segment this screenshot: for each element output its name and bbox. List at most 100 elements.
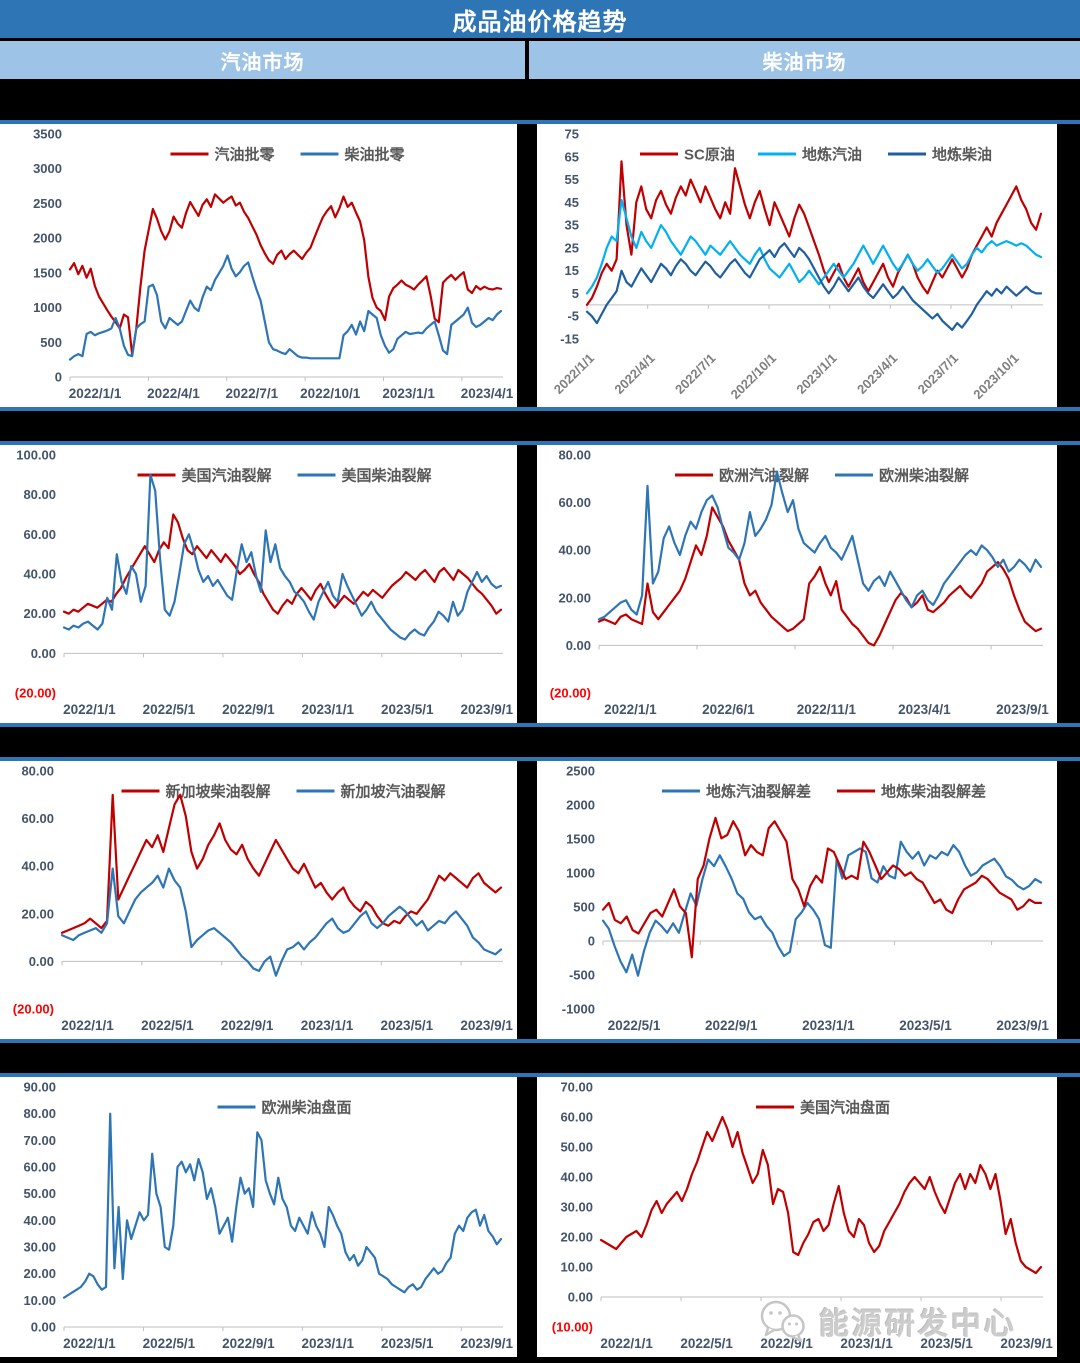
svg-text:10.00: 10.00 xyxy=(560,1260,593,1275)
svg-text:欧洲汽油裂解: 欧洲汽油裂解 xyxy=(719,467,809,485)
svg-text:2022/1/1: 2022/1/1 xyxy=(600,1336,653,1351)
svg-text:45: 45 xyxy=(565,195,579,210)
svg-text:地炼汽油: 地炼汽油 xyxy=(802,146,862,164)
svg-text:2023/9/1: 2023/9/1 xyxy=(460,1018,513,1033)
svg-text:0.00: 0.00 xyxy=(29,954,54,969)
svg-text:2022/1/1: 2022/1/1 xyxy=(551,351,597,397)
svg-text:2022/5/1: 2022/5/1 xyxy=(608,1018,661,1033)
svg-text:55: 55 xyxy=(565,172,579,187)
market-column-headers: 汽油市场 柴油市场 xyxy=(0,41,1080,79)
svg-text:2022/9/1: 2022/9/1 xyxy=(221,1018,274,1033)
svg-text:2023/4/1: 2023/4/1 xyxy=(898,702,951,717)
svg-text:0: 0 xyxy=(55,370,62,385)
svg-text:2022/4/1: 2022/4/1 xyxy=(147,386,200,401)
svg-text:2500: 2500 xyxy=(566,764,595,779)
svg-text:80.00: 80.00 xyxy=(23,487,56,502)
svg-text:-5: -5 xyxy=(567,309,579,324)
svg-text:65: 65 xyxy=(565,149,579,164)
svg-text:1000: 1000 xyxy=(33,300,62,315)
svg-text:25: 25 xyxy=(565,240,579,255)
svg-text:地炼柴油裂解差: 地炼柴油裂解差 xyxy=(881,783,986,801)
svg-text:2022/1/1: 2022/1/1 xyxy=(63,702,116,717)
svg-text:2022/1/1: 2022/1/1 xyxy=(69,386,122,401)
svg-text:20.00: 20.00 xyxy=(558,590,591,605)
svg-text:80.00: 80.00 xyxy=(23,1106,56,1121)
svg-text:2022/1/1: 2022/1/1 xyxy=(604,702,657,717)
svg-text:50.00: 50.00 xyxy=(23,1186,56,1201)
column-header-gasoline: 汽油市场 xyxy=(0,41,525,79)
svg-text:2022/7/1: 2022/7/1 xyxy=(226,386,279,401)
svg-text:(20.00): (20.00) xyxy=(15,686,56,701)
svg-text:2022/9/1: 2022/9/1 xyxy=(222,702,275,717)
svg-text:60.00: 60.00 xyxy=(23,527,56,542)
svg-text:2023/4/1: 2023/4/1 xyxy=(461,386,514,401)
svg-text:2023/1/1: 2023/1/1 xyxy=(302,1336,355,1351)
svg-text:-15: -15 xyxy=(560,332,579,347)
svg-text:2023/5/1: 2023/5/1 xyxy=(920,1336,973,1351)
svg-text:100.00: 100.00 xyxy=(16,448,56,463)
svg-text:2023/5/1: 2023/5/1 xyxy=(381,1336,434,1351)
svg-text:SC原油: SC原油 xyxy=(684,146,735,164)
svg-text:2022/5/1: 2022/5/1 xyxy=(143,702,196,717)
svg-text:60.00: 60.00 xyxy=(560,1110,593,1125)
svg-text:500: 500 xyxy=(40,335,62,350)
svg-text:20.00: 20.00 xyxy=(23,606,56,621)
svg-text:5: 5 xyxy=(572,286,579,301)
svg-text:80.00: 80.00 xyxy=(558,448,591,463)
svg-text:2022/5/1: 2022/5/1 xyxy=(141,1018,194,1033)
svg-text:-500: -500 xyxy=(569,968,595,983)
chart-gasoline-diesel-wholesale-retail-spread: 0 500 1000 1500 2000 2500 3000 3500 2022/1/1 2022… xyxy=(0,124,517,407)
svg-text:35: 35 xyxy=(565,218,579,233)
svg-text:2023/1/1: 2023/1/1 xyxy=(302,702,355,717)
svg-text:2022/9/1: 2022/9/1 xyxy=(705,1018,758,1033)
svg-text:0.00: 0.00 xyxy=(568,1290,593,1305)
svg-text:(20.00): (20.00) xyxy=(13,1002,54,1017)
chart-row-1: 0 500 1000 1500 2000 2500 3000 3500 2022/1/1 2022… xyxy=(0,120,1080,411)
chart-refinery-crack-margin-diff: -1000 -500 0 500 1000 1500 2000 2500 2022/5/1 202… xyxy=(537,761,1057,1039)
svg-text:2023/9/1: 2023/9/1 xyxy=(460,1336,513,1351)
svg-text:2023/1/1: 2023/1/1 xyxy=(793,351,839,397)
svg-text:10.00: 10.00 xyxy=(23,1293,56,1308)
svg-text:地炼汽油裂解差: 地炼汽油裂解差 xyxy=(706,783,811,801)
svg-text:2023/9/1: 2023/9/1 xyxy=(1000,1336,1053,1351)
svg-text:2023/10/1: 2023/10/1 xyxy=(970,351,1022,403)
svg-text:1500: 1500 xyxy=(33,265,62,280)
chart-us-crack-spreads: (20.00) 0.00 20.00 40.00 60.00 80.00 100.00 202… xyxy=(0,445,517,723)
svg-text:2022/1/1: 2022/1/1 xyxy=(63,1336,116,1351)
svg-text:2023/1/1: 2023/1/1 xyxy=(840,1336,893,1351)
svg-text:2022/10/1: 2022/10/1 xyxy=(300,386,361,401)
chart-row-2: (20.00) 0.00 20.00 40.00 60.00 80.00 100.00 202… xyxy=(0,441,1080,727)
svg-text:2023/7/1: 2023/7/1 xyxy=(915,351,961,397)
svg-text:-1000: -1000 xyxy=(562,1002,595,1017)
svg-text:新加坡汽油裂解: 新加坡汽油裂解 xyxy=(341,783,446,801)
svg-text:30.00: 30.00 xyxy=(23,1240,56,1255)
chart-row-4: 0.00 10.00 20.00 30.00 40.00 50.00 60.00 70.00 8… xyxy=(0,1073,1080,1357)
svg-text:60.00: 60.00 xyxy=(21,811,54,826)
svg-text:2022/9/1: 2022/9/1 xyxy=(760,1336,813,1351)
svg-text:新加坡柴油裂解: 新加坡柴油裂解 xyxy=(166,783,271,801)
svg-text:0.00: 0.00 xyxy=(566,638,591,653)
svg-text:汽油批零: 汽油批零 xyxy=(215,146,276,164)
svg-text:2023/5/1: 2023/5/1 xyxy=(381,1018,434,1033)
svg-text:2023/1/1: 2023/1/1 xyxy=(301,1018,354,1033)
svg-text:欧洲柴油裂解: 欧洲柴油裂解 xyxy=(879,467,969,485)
svg-text:美国柴油裂解: 美国柴油裂解 xyxy=(342,467,432,485)
svg-text:2023/1/1: 2023/1/1 xyxy=(802,1018,855,1033)
svg-text:40.00: 40.00 xyxy=(558,543,591,558)
svg-text:欧洲柴油盘面: 欧洲柴油盘面 xyxy=(262,1099,352,1117)
svg-text:2023/5/1: 2023/5/1 xyxy=(899,1018,952,1033)
svg-text:2023/9/1: 2023/9/1 xyxy=(460,702,513,717)
svg-text:2022/5/1: 2022/5/1 xyxy=(680,1336,733,1351)
svg-text:70.00: 70.00 xyxy=(23,1133,56,1148)
svg-text:美国汽油裂解: 美国汽油裂解 xyxy=(182,467,272,485)
svg-text:3000: 3000 xyxy=(33,161,62,176)
chart-europe-diesel-futures: 0.00 10.00 20.00 30.00 40.00 50.00 60.00 70.00 8… xyxy=(0,1077,517,1357)
gasoline-market-label: 汽油市场 xyxy=(220,51,305,74)
svg-text:2023/9/1: 2023/9/1 xyxy=(996,702,1049,717)
chart-singapore-crack-spreads: (20.00) 0.00 20.00 40.00 60.00 80.00 2022/1/1 2… xyxy=(0,761,517,1039)
svg-text:500: 500 xyxy=(573,900,595,915)
svg-text:2022/10/1: 2022/10/1 xyxy=(728,351,780,403)
svg-text:60.00: 60.00 xyxy=(558,495,591,510)
svg-text:2500: 2500 xyxy=(33,196,62,211)
svg-text:2022/4/1: 2022/4/1 xyxy=(611,351,657,397)
